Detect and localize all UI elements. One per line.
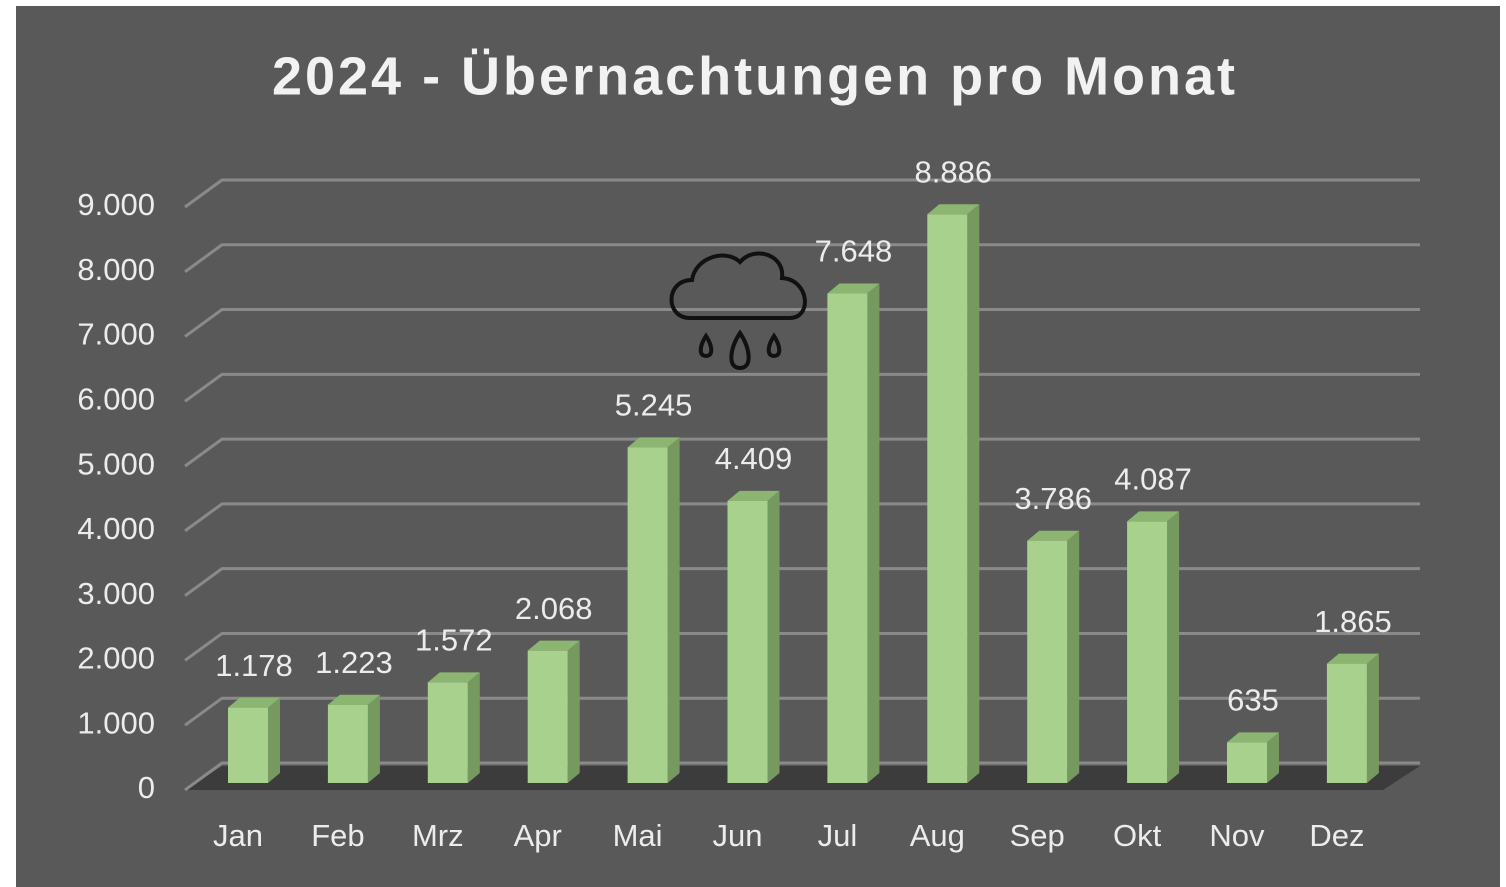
bar-top	[427, 672, 480, 683]
bar-top	[627, 437, 680, 448]
data-label: 1.223	[315, 645, 393, 680]
bar-side	[1366, 653, 1379, 783]
data-label: 4.409	[715, 441, 793, 476]
grid-line	[184, 437, 1420, 468]
data-label: 5.245	[615, 388, 693, 423]
y-tick-label: 8.000	[77, 252, 155, 287]
bar	[1027, 540, 1068, 783]
bar-top	[527, 640, 580, 651]
y-tick-label: 9.000	[77, 187, 155, 222]
x-tick-label: Aug	[910, 818, 965, 853]
bar-top	[827, 283, 880, 294]
data-label: 3.786	[1014, 481, 1092, 516]
bar-side	[567, 640, 580, 783]
bar-side	[867, 283, 880, 783]
grid-line	[184, 631, 1420, 662]
bar	[1127, 521, 1168, 783]
bar-top	[727, 490, 780, 501]
data-label: 8.886	[915, 154, 993, 189]
y-tick-label: 5.000	[77, 446, 155, 481]
x-tick-label: Jul	[818, 818, 858, 853]
bar-side	[1167, 511, 1180, 783]
bar-top	[327, 694, 380, 705]
y-tick-label: 1.000	[77, 705, 155, 740]
y-tick-label: 7.000	[77, 317, 155, 352]
bar-side	[268, 697, 280, 783]
data-label: 2.068	[515, 591, 593, 626]
bar-top	[1326, 653, 1379, 664]
bar-side	[667, 437, 680, 783]
chart-title: 2024 - Übernachtungen pro Monat	[272, 46, 1238, 106]
bar	[427, 682, 468, 783]
bar	[527, 650, 568, 783]
data-label: 1.572	[415, 623, 493, 658]
grid-line	[184, 696, 1420, 727]
bar-top	[1027, 530, 1080, 541]
x-tick-label: Nov	[1209, 818, 1265, 853]
data-label: 4.087	[1114, 462, 1192, 497]
grid-line	[184, 761, 1420, 792]
bar	[827, 293, 868, 783]
bar-top	[228, 697, 280, 708]
x-tick-label: Dez	[1309, 818, 1364, 853]
bar-side	[367, 694, 380, 783]
bar-side	[967, 204, 980, 783]
y-tick-label: 2.000	[77, 641, 155, 676]
floor	[185, 766, 1420, 790]
grid-line	[184, 502, 1420, 533]
bar	[1227, 742, 1267, 783]
y-tick-label: 3.000	[77, 576, 155, 611]
bar	[1326, 663, 1367, 783]
bar-side	[467, 672, 480, 783]
rain-cloud-icon	[669, 251, 807, 371]
x-tick-label: Okt	[1113, 818, 1162, 853]
plot: 0 1.000 2.000 3.000 4.000 5.000 6.000 7.000 8.00…	[77, 154, 1420, 853]
x-tick-label: Mai	[613, 818, 663, 853]
bar-side	[1067, 530, 1080, 783]
bar	[727, 500, 768, 783]
data-label: 635	[1227, 683, 1279, 718]
grid-line	[184, 567, 1420, 597]
x-tick-label: Feb	[311, 818, 364, 853]
bar-side	[767, 490, 780, 783]
grid-line	[184, 243, 1420, 273]
x-tick-label: Jun	[713, 818, 763, 853]
x-tick-label: Jan	[213, 818, 263, 853]
data-label: 7.648	[815, 234, 893, 269]
grid-line	[184, 178, 1420, 209]
x-tick-label: Apr	[514, 818, 562, 853]
y-tick-label: 6.000	[77, 382, 155, 417]
x-tick-label: Mrz	[412, 818, 464, 853]
bar	[228, 707, 268, 783]
bar-top	[1127, 511, 1180, 522]
bar	[327, 704, 368, 783]
x-tick-label: Sep	[1010, 818, 1065, 853]
data-label: 1.865	[1314, 604, 1392, 639]
data-label: 1.178	[215, 648, 293, 683]
grid-line	[184, 372, 1420, 403]
bar	[627, 447, 668, 783]
bar-side	[1267, 732, 1279, 783]
bar-top	[1227, 732, 1279, 743]
y-tick-label: 0	[138, 770, 155, 805]
y-tick-label: 4.000	[77, 511, 155, 546]
bar	[927, 214, 968, 783]
bar-top	[927, 204, 980, 215]
grid-line	[184, 308, 1420, 338]
